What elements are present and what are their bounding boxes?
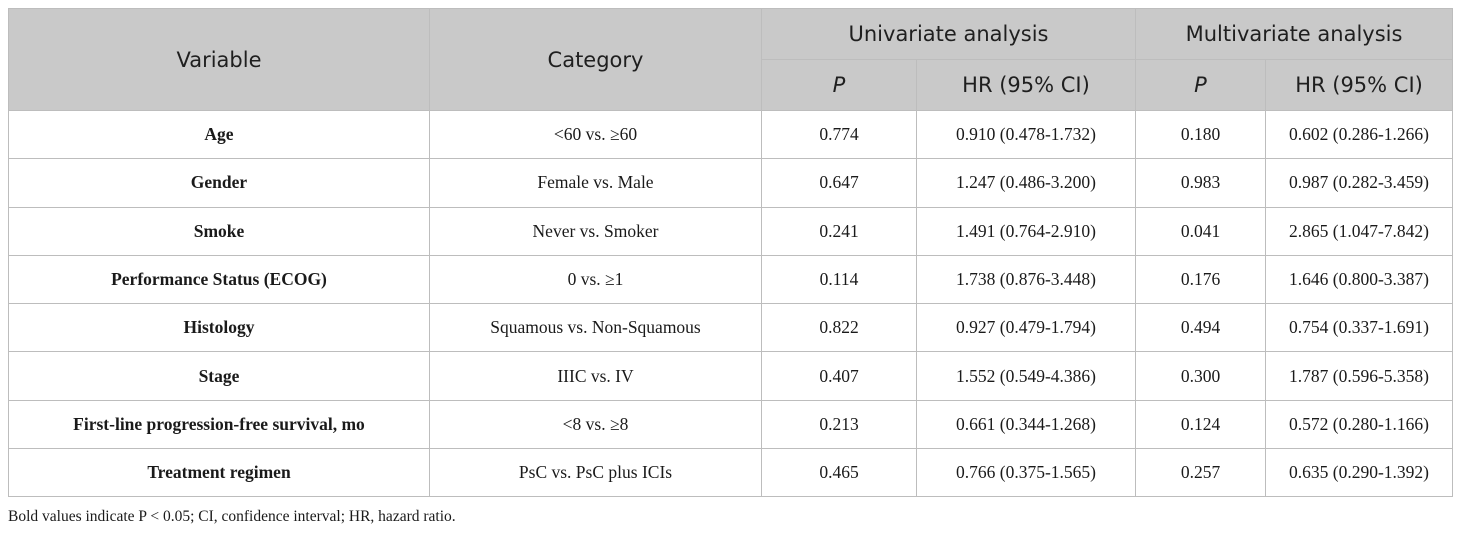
cell-univariate-p: 0.774 [761, 109, 917, 160]
cell-multivariate-hr: 1.646 (0.800-3.387) [1265, 254, 1454, 305]
table-row: Performance Status (ECOG) 0 vs. ≥1 0.114 1.… [8, 254, 1454, 305]
cell-multivariate-p: 0.180 [1135, 109, 1267, 160]
table-row: Age <60 vs. ≥60 0.774 0.910 (0.478-1.732) 0.… [8, 109, 1454, 160]
table-body: Age <60 vs. ≥60 0.774 0.910 (0.478-1.732) 0.… [8, 109, 1454, 498]
cell-univariate-hr: 0.910 (0.478-1.732) [915, 109, 1137, 160]
header-row-2: P HR (95% CI) P HR (95% CI) [9, 59, 1454, 111]
header-category: Category [429, 8, 762, 111]
table-row: Gender Female vs. Male 0.647 1.247 (0.486-3… [8, 158, 1454, 208]
cell-univariate-p: 0.241 [761, 206, 917, 256]
cell-multivariate-hr: 0.987 (0.282-3.459) [1265, 158, 1454, 208]
table-header: Variable Category Univariate analysis Mu… [8, 8, 1454, 111]
table-row: Smoke Never vs. Smoker 0.241 1.491 (0.764-2… [8, 206, 1454, 256]
cell-univariate-p: 0.114 [761, 254, 917, 305]
cell-multivariate-p: 0.257 [1135, 448, 1267, 498]
cell-multivariate-hr: 0.635 (0.290-1.392) [1265, 448, 1454, 498]
cell-variable: Gender [8, 158, 430, 208]
cell-variable: Smoke [8, 206, 430, 256]
header-multivariate: Multivariate analysis [1135, 8, 1454, 60]
header-uni-hr: HR (95% CI) [915, 59, 1137, 111]
results-table: Variable Category Univariate analysis Mu… [8, 8, 1454, 498]
cell-univariate-hr: 1.552 (0.549-4.386) [915, 351, 1137, 401]
table-row: First-line progression-free survival, mo… [8, 399, 1454, 450]
header-univariate: Univariate analysis [760, 8, 1137, 60]
cell-multivariate-hr: 1.787 (0.596-5.358) [1265, 351, 1454, 401]
table-container: Variable Category Univariate analysis Mu… [8, 8, 1454, 526]
table-row: Treatment regimen PsC vs. PsC plus ICIs 0.… [8, 448, 1454, 498]
cell-multivariate-p: 0.300 [1135, 351, 1267, 401]
cell-univariate-hr: 0.766 (0.375-1.565) [915, 448, 1137, 498]
cell-univariate-p: 0.407 [761, 351, 917, 401]
cell-univariate-p: 0.822 [761, 303, 917, 353]
cell-univariate-hr: 1.247 (0.486-3.200) [915, 158, 1137, 208]
cell-univariate-hr: 1.738 (0.876-3.448) [915, 254, 1137, 305]
cell-category: <8 vs. ≥8 [429, 399, 762, 450]
header-multi-hr: HR (95% CI) [1265, 59, 1454, 111]
cell-variable: Age [8, 109, 430, 160]
cell-univariate-hr: 1.491 (0.764-2.910) [915, 206, 1137, 256]
cell-univariate-hr: 0.661 (0.344-1.268) [915, 399, 1137, 450]
cell-multivariate-p: 0.494 [1135, 303, 1267, 353]
cell-multivariate-p: 0.983 [1135, 158, 1267, 208]
cell-category: PsC vs. PsC plus ICIs [429, 448, 762, 498]
cell-category: Squamous vs. Non-Squamous [429, 303, 762, 353]
cell-univariate-p: 0.647 [761, 158, 917, 208]
cell-univariate-p: 0.465 [761, 448, 917, 498]
cell-variable: Treatment regimen [8, 448, 430, 498]
header-multi-p: P [1135, 59, 1267, 111]
header-uni-p: P [761, 59, 917, 111]
cell-univariate-p: 0.213 [761, 399, 917, 450]
cell-multivariate-p: 0.124 [1135, 399, 1267, 450]
table-row: Histology Squamous vs. Non-Squamous 0.822 0… [8, 303, 1454, 353]
cell-category: IIIC vs. IV [429, 351, 762, 401]
header-row-1: Variable Category Univariate analysis Mu… [8, 8, 1454, 111]
cell-multivariate-p: 0.041 [1135, 206, 1267, 256]
cell-multivariate-hr: 0.572 (0.280-1.166) [1265, 399, 1454, 450]
cell-category: Female vs. Male [429, 158, 762, 208]
cell-variable: First-line progression-free survival, mo [8, 399, 430, 450]
table-row: Stage IIIC vs. IV 0.407 1.552 (0.549-4.386)… [8, 351, 1454, 401]
cell-category: <60 vs. ≥60 [429, 109, 762, 160]
cell-variable: Performance Status (ECOG) [8, 254, 430, 305]
cell-multivariate-p: 0.176 [1135, 254, 1267, 305]
cell-category: Never vs. Smoker [429, 206, 762, 256]
cell-multivariate-hr: 2.865 (1.047-7.842) [1265, 206, 1454, 256]
cell-univariate-hr: 0.927 (0.479-1.794) [915, 303, 1137, 353]
cell-multivariate-hr: 0.602 (0.286-1.266) [1265, 109, 1454, 160]
cell-variable: Histology [8, 303, 430, 353]
cell-category: 0 vs. ≥1 [429, 254, 762, 305]
table-footnote: Bold values indicate P < 0.05; CI, confi… [8, 508, 456, 526]
cell-multivariate-hr: 0.754 (0.337-1.691) [1265, 303, 1454, 353]
header-variable: Variable [8, 8, 430, 111]
cell-variable: Stage [8, 351, 430, 401]
